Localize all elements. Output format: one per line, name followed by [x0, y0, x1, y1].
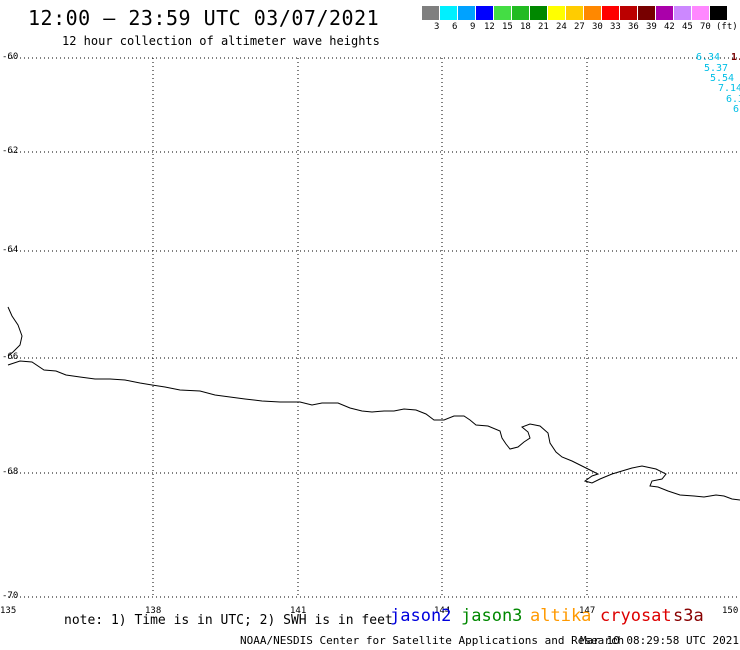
lon-label: 147: [579, 606, 596, 616]
wave-height-value: 6: [733, 104, 740, 115]
legend-label: 21: [538, 22, 549, 32]
legend-swatch: [620, 6, 638, 20]
legend-label: 45: [682, 22, 693, 32]
legend-labels: 3 6 9 12 15 18 21 24 27 30 33 36 39 42 4…: [422, 22, 740, 34]
legend-swatch: [440, 6, 458, 20]
footer-note: note: 1) Time is in UTC; 2) SWH is in fe…: [64, 613, 393, 628]
legend-swatch: [656, 6, 674, 20]
lon-label: 135: [0, 606, 17, 616]
lon-label: 138: [145, 606, 162, 616]
legend-label: 30: [592, 22, 603, 32]
legend-swatch: [530, 6, 548, 20]
legend-swatch: [674, 6, 692, 20]
legend-label: 33: [610, 22, 621, 32]
legend-swatch: [476, 6, 494, 20]
wave-height-value: 6.34: [696, 52, 721, 63]
wave-height-value: 6.3: [726, 94, 740, 105]
legend-swatch: [602, 6, 620, 20]
color-legend: [422, 6, 728, 20]
lat-label: -62: [2, 146, 19, 156]
lat-label: -64: [2, 245, 19, 255]
graticule: [8, 57, 740, 598]
legend-label: 24: [556, 22, 567, 32]
legend-label: (ft): [716, 22, 738, 32]
wave-height-value: 5.37: [704, 63, 729, 74]
legend-label: 18: [520, 22, 531, 32]
lat-label: -70: [2, 591, 19, 601]
lat-label: -66: [2, 352, 19, 362]
legend-label: 9: [470, 22, 476, 32]
legend-swatch: [710, 6, 728, 20]
legend-label: 36: [628, 22, 639, 32]
legend-swatch: [422, 6, 440, 20]
legend-swatch: [566, 6, 584, 20]
generated-timestamp: Mar 10 08:29:58 UTC 2021: [580, 634, 739, 647]
legend-label: 27: [574, 22, 585, 32]
lat-label: -60: [2, 52, 19, 62]
map-subtitle: 12 hour collection of altimeter wave hei…: [62, 34, 380, 48]
lon-label: 144: [434, 606, 451, 616]
legend-swatch: [494, 6, 512, 20]
satellite-label-altika: altika: [530, 606, 592, 626]
legend-label: 6: [452, 22, 458, 32]
lon-label: 141: [290, 606, 307, 616]
satellite-label-cryosat: cryosat: [600, 606, 672, 626]
credit-line: NOAA/NESDIS Center for Satellite Applica…: [240, 634, 625, 647]
wave-height-value: 7.14: [718, 83, 740, 94]
map-title: 12:00 – 23:59 UTC 03/07/2021: [28, 6, 380, 30]
legend-swatch: [548, 6, 566, 20]
legend-label: 15: [502, 22, 513, 32]
legend-swatch: [638, 6, 656, 20]
antarctic-coastline: [7, 306, 740, 501]
legend-swatch: [512, 6, 530, 20]
legend-label: 3: [434, 22, 440, 32]
satellite-label-jason3: jason3: [461, 606, 523, 626]
lat-label: -68: [2, 467, 19, 477]
satellite-label-s3a: s3a: [673, 606, 704, 626]
legend-label: 70: [700, 22, 711, 32]
legend-swatch: [458, 6, 476, 20]
satellite-label-jason2: jason2: [390, 606, 452, 626]
legend-label: 39: [646, 22, 657, 32]
legend-swatch: [584, 6, 602, 20]
lon-label: 150: [722, 606, 739, 616]
wave-height-value: 5.54: [710, 73, 735, 84]
legend-label: 42: [664, 22, 675, 32]
legend-label: 12: [484, 22, 495, 32]
wave-height-value: 1.: [731, 52, 740, 63]
legend-swatch: [692, 6, 710, 20]
